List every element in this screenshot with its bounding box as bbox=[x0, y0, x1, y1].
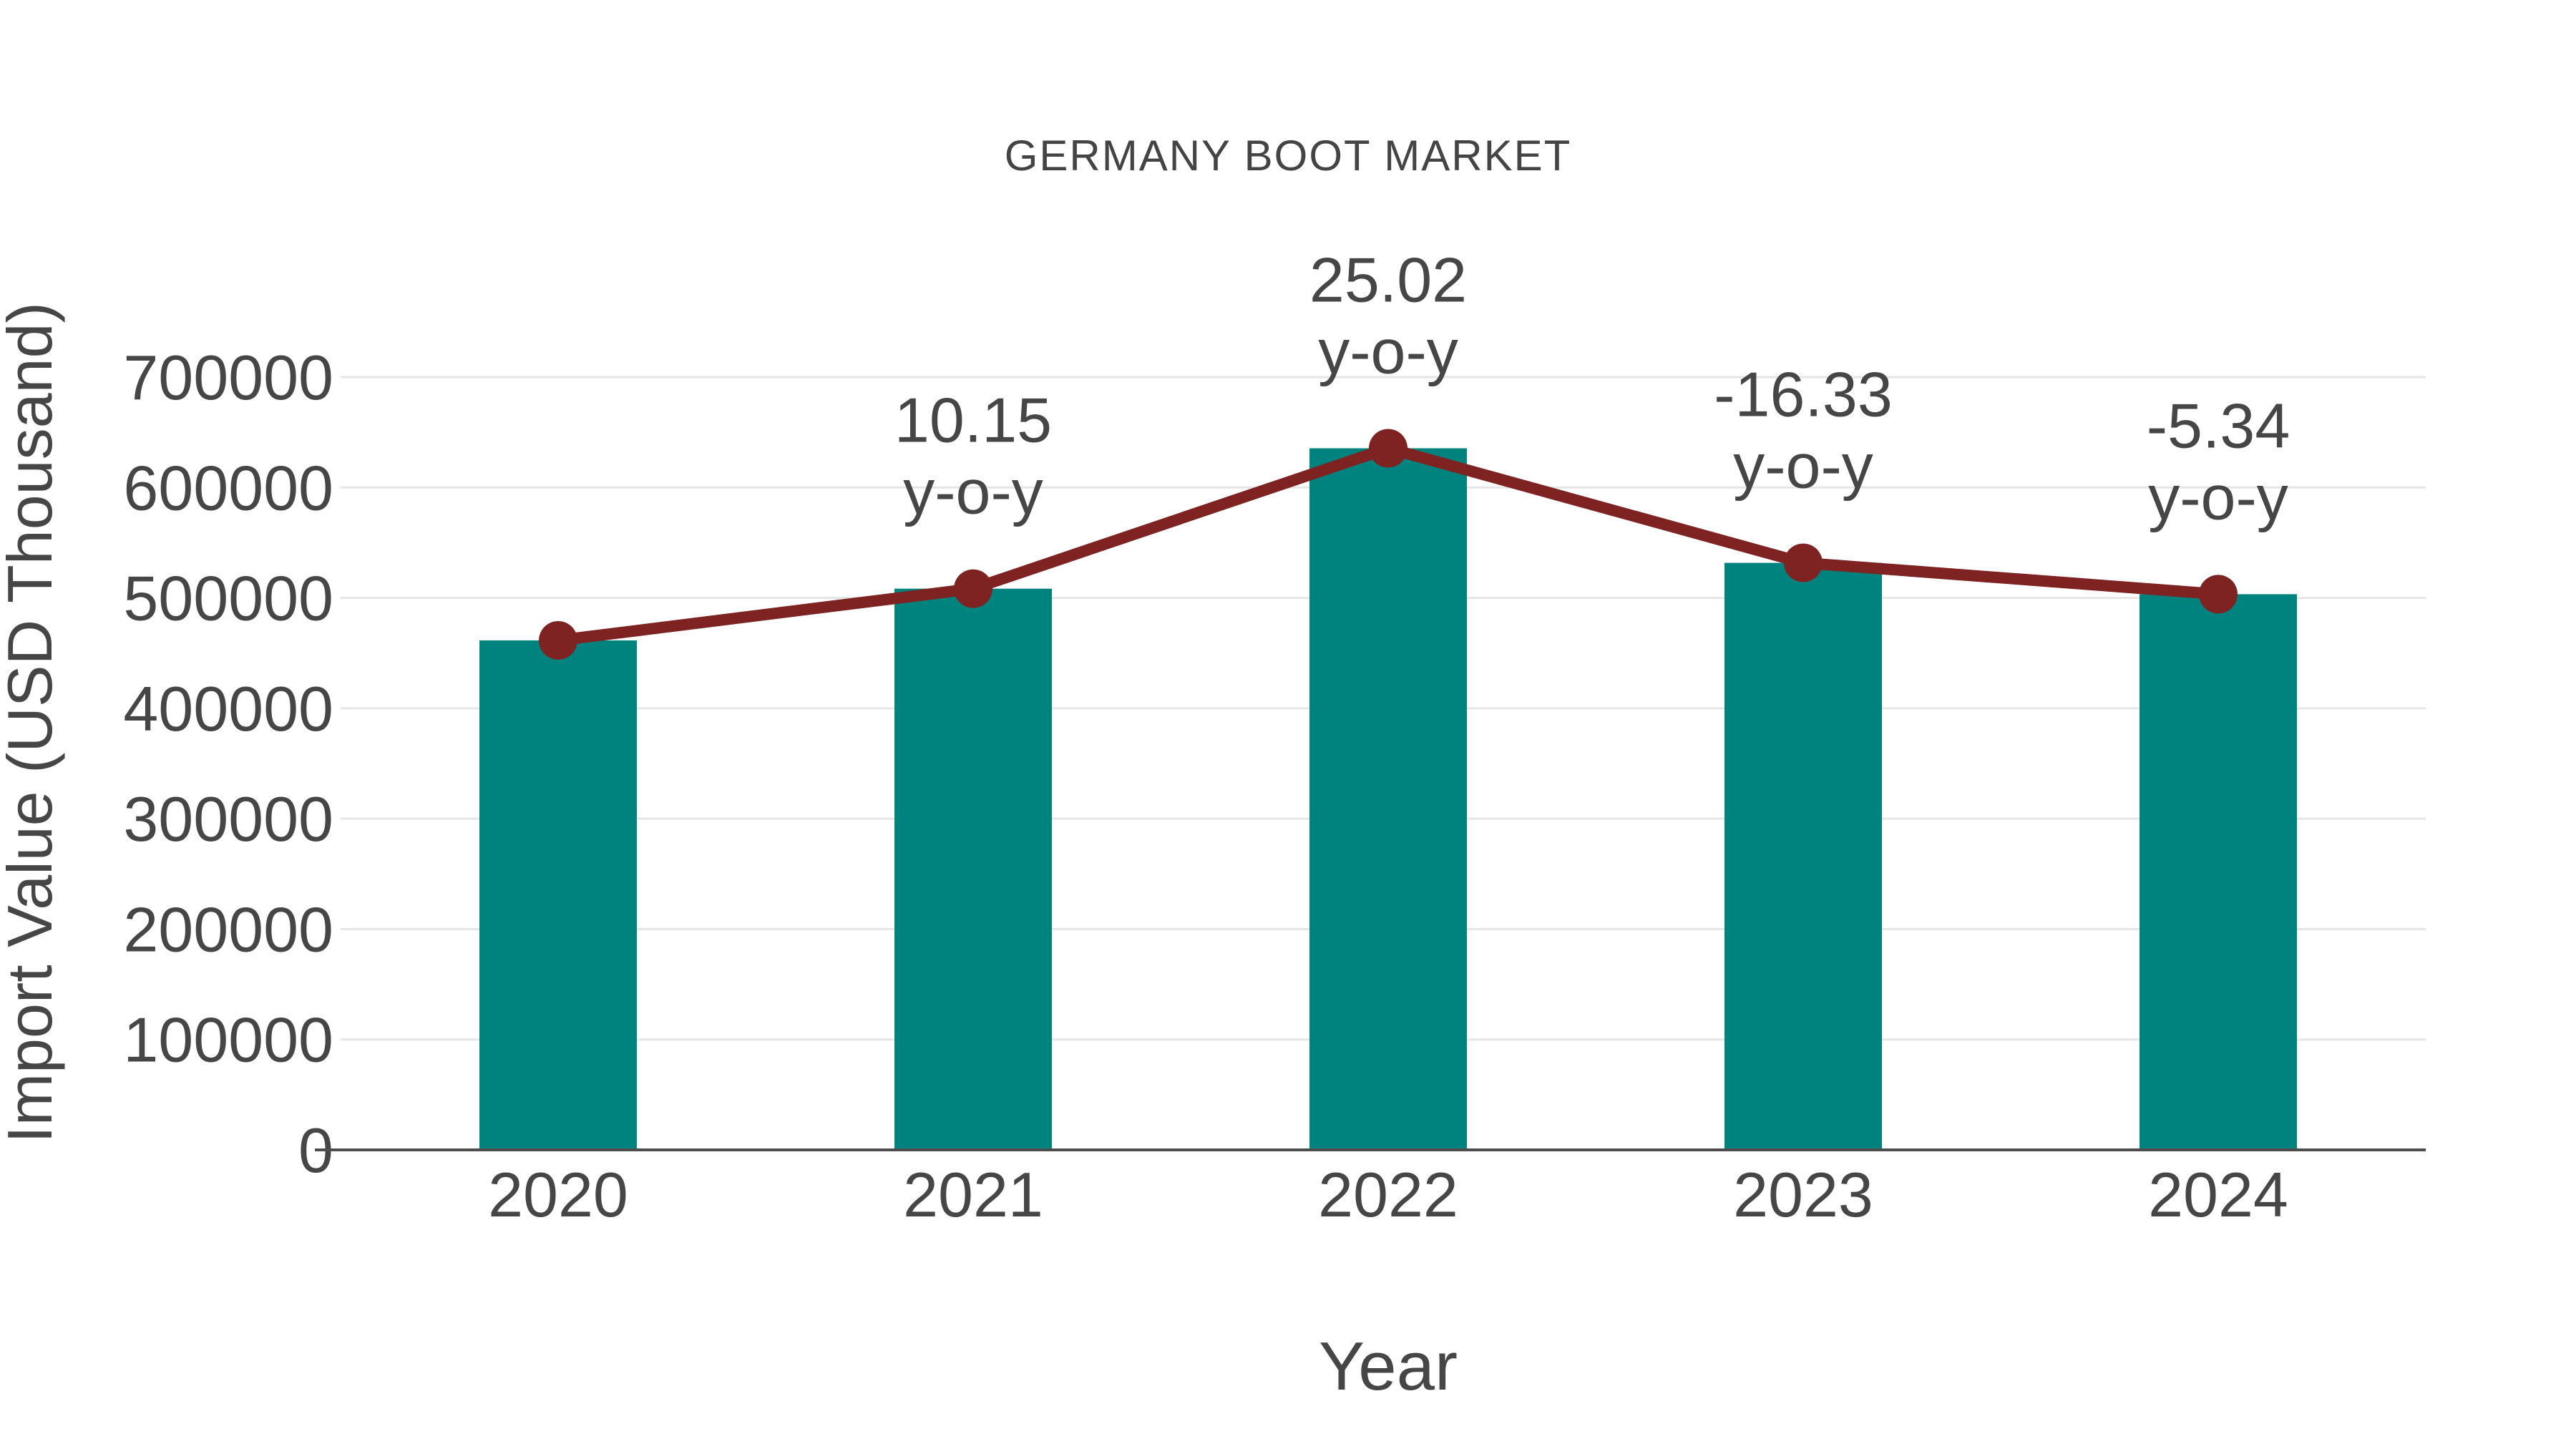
y-tick-label: 500000 bbox=[123, 563, 333, 634]
y-tick-label: 200000 bbox=[123, 894, 333, 965]
yoy-value-label: -16.33 bbox=[1714, 359, 1893, 430]
y-tick-label: 100000 bbox=[123, 1005, 333, 1075]
yoy-value-label: 10.15 bbox=[894, 385, 1052, 456]
yoy-suffix-label: y-o-y bbox=[903, 457, 1043, 527]
y-axis-title: Import Value (USD Thousand) bbox=[0, 302, 65, 1143]
plot-area: 0100000200000300000400000500000600000700… bbox=[123, 244, 2426, 1230]
x-tick-label: 2023 bbox=[1733, 1159, 1873, 1230]
y-tick-label: 300000 bbox=[123, 784, 333, 854]
yoy-suffix-label: y-o-y bbox=[2148, 462, 2288, 532]
yoy-suffix-label: y-o-y bbox=[1733, 431, 1873, 502]
x-tick-label: 2020 bbox=[488, 1159, 628, 1230]
x-tick-label: 2022 bbox=[1318, 1159, 1458, 1230]
x-tick-label: 2024 bbox=[2148, 1159, 2288, 1230]
data-point-marker bbox=[2199, 575, 2238, 614]
bar-2021 bbox=[894, 588, 1052, 1150]
y-tick-label: 700000 bbox=[123, 342, 333, 413]
bar-2022 bbox=[1309, 448, 1467, 1150]
data-point-marker bbox=[1784, 543, 1823, 582]
y-tick-label: 600000 bbox=[123, 452, 333, 523]
chart-title: GERMANY BOOT MARKET bbox=[1005, 132, 1572, 180]
yoy-suffix-label: y-o-y bbox=[1318, 316, 1458, 386]
yoy-value-label: 25.02 bbox=[1309, 244, 1467, 315]
x-axis-title: Year bbox=[1319, 1328, 1458, 1405]
bar-2024 bbox=[2140, 594, 2297, 1150]
bar-2020 bbox=[479, 640, 637, 1150]
x-tick-label: 2021 bbox=[903, 1159, 1043, 1230]
data-point-marker bbox=[1369, 429, 1407, 468]
yoy-value-label: -5.34 bbox=[2147, 390, 2290, 461]
bar-2023 bbox=[1724, 562, 1882, 1150]
y-tick-label: 400000 bbox=[123, 673, 333, 744]
data-point-marker bbox=[954, 569, 992, 608]
data-point-marker bbox=[539, 620, 577, 660]
